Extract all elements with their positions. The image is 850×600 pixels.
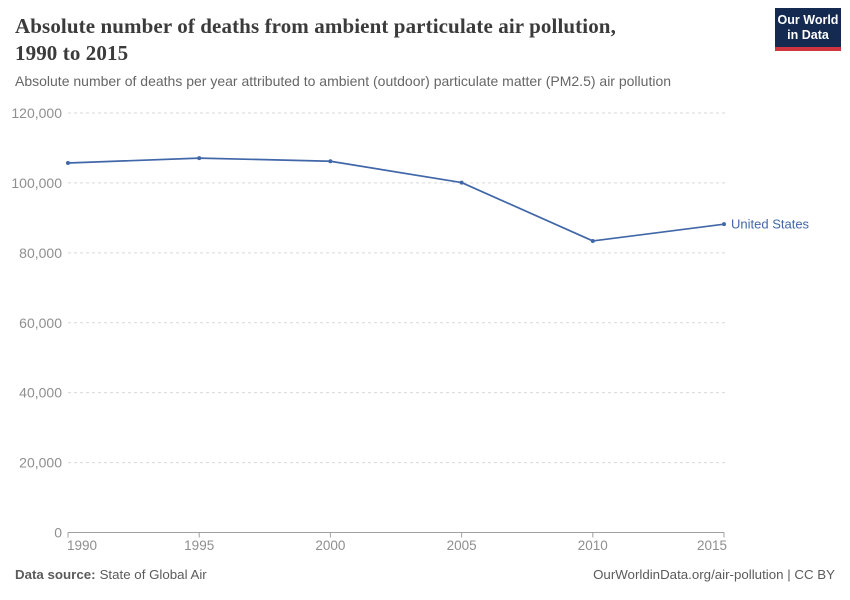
data-point-marker[interactable] bbox=[722, 222, 726, 227]
attribution-link[interactable]: OurWorldinData.org/air-pollution | CC BY bbox=[593, 567, 835, 582]
x-axis-tick-label: 2000 bbox=[315, 538, 345, 553]
x-axis-tick-label: 2010 bbox=[578, 538, 608, 553]
data-source-label: Data source: bbox=[15, 567, 96, 582]
owid-logo-line1: Our World bbox=[777, 13, 839, 27]
page-title-line2: 1990 to 2015 bbox=[15, 41, 129, 65]
chart-footer: Data source: State of Global Air OurWorld… bbox=[15, 567, 835, 582]
data-point-marker[interactable] bbox=[197, 156, 202, 161]
data-source: Data source: State of Global Air bbox=[15, 567, 207, 582]
data-point-marker[interactable] bbox=[66, 160, 70, 165]
x-axis-tick-label: 2005 bbox=[447, 538, 477, 553]
owid-logo-line2: in Data bbox=[787, 28, 829, 42]
data-point-marker[interactable] bbox=[590, 238, 595, 243]
page-title: Absolute number of deaths from ambient p… bbox=[15, 13, 616, 67]
y-axis-tick-label: 0 bbox=[54, 525, 62, 541]
page-title-line1: Absolute number of deaths from ambient p… bbox=[15, 14, 616, 38]
y-axis-tick-label: 100,000 bbox=[11, 175, 62, 191]
y-axis-tick-label: 80,000 bbox=[19, 245, 62, 261]
y-axis-tick-label: 120,000 bbox=[11, 105, 62, 121]
y-axis-tick-label: 40,000 bbox=[19, 385, 62, 401]
data-point-marker[interactable] bbox=[459, 180, 464, 185]
series-label: United States bbox=[731, 217, 810, 232]
x-axis-tick-label: 1990 bbox=[67, 538, 97, 553]
owid-logo[interactable]: Our World in Data bbox=[775, 8, 841, 51]
series-line[interactable] bbox=[67, 157, 725, 242]
data-point-marker[interactable] bbox=[328, 159, 333, 164]
chart-subtitle: Absolute number of deaths per year attri… bbox=[15, 73, 672, 89]
y-axis-tick-label: 60,000 bbox=[19, 315, 62, 331]
y-axis-tick-label: 20,000 bbox=[19, 455, 62, 471]
x-axis-tick-label: 2015 bbox=[697, 538, 727, 553]
x-axis-tick-label: 1995 bbox=[184, 538, 214, 553]
data-source-value: State of Global Air bbox=[99, 567, 207, 582]
